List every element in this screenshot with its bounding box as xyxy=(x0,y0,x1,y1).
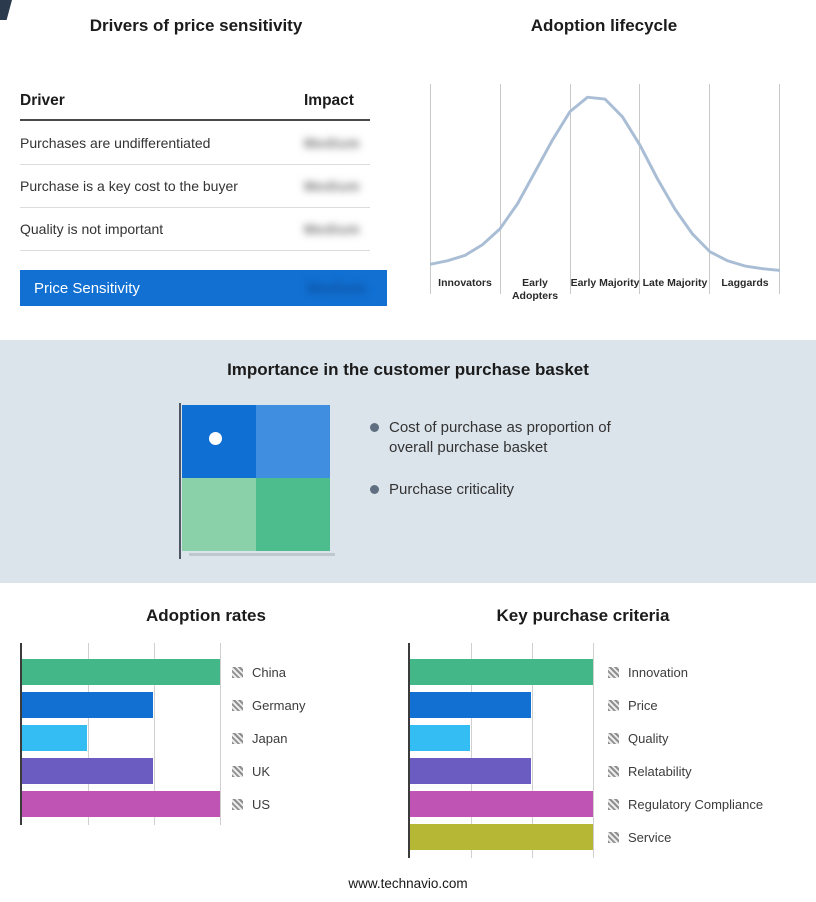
purchase-basket-section: Importance in the customer purchase bask… xyxy=(0,340,816,583)
page-corner-mark xyxy=(0,0,12,20)
legend-swatch-icon xyxy=(232,765,243,777)
bullet-item: Purchase criticality xyxy=(370,480,626,500)
bar-relatability xyxy=(410,758,531,784)
legend-item: Innovation xyxy=(608,659,763,685)
driver-column-header: Driver xyxy=(20,92,65,109)
drivers-table-header: Driver Impact xyxy=(20,92,370,121)
basket-bullet-list: Cost of purchase as proportion of overal… xyxy=(370,418,626,521)
legend-item: China xyxy=(232,659,305,685)
adoption-rates-title: Adoption rates xyxy=(146,606,266,625)
lifecycle-chart xyxy=(430,84,780,294)
impact-value-redacted: Medium xyxy=(304,178,360,194)
bar-germany xyxy=(22,692,153,718)
legend-item: Relatability xyxy=(608,758,763,784)
legend-label: China xyxy=(252,664,286,680)
quadrant-bottom-right xyxy=(256,478,330,551)
quadrant-shadow xyxy=(189,553,335,556)
grid-line xyxy=(531,643,533,858)
impact-value-redacted: Medium xyxy=(304,135,360,151)
driver-label: Quality is not important xyxy=(20,221,164,237)
key-purchase-criteria-title: Key purchase criteria xyxy=(496,606,670,625)
lifecycle-title: Adoption lifecycle xyxy=(530,16,678,35)
lifecycle-gridlines xyxy=(430,84,780,294)
adoption-rates-plot xyxy=(20,643,221,825)
price-sensitivity-label: Price Sensitivity xyxy=(34,279,140,297)
grid-line xyxy=(153,643,155,825)
legend-label: Innovation xyxy=(628,664,688,680)
legend-swatch-icon xyxy=(608,765,619,777)
legend-label: Regulatory Compliance xyxy=(628,796,764,812)
quadrant-top-right xyxy=(256,405,330,478)
bar-service xyxy=(410,824,593,850)
bar-china xyxy=(22,659,220,685)
legend-item: Quality xyxy=(608,725,763,751)
legend-label: Service xyxy=(628,829,672,845)
legend-swatch-icon xyxy=(232,699,243,711)
key-purchase-criteria-legend: Innovation Price Quality Relatability Re… xyxy=(608,643,763,857)
legend-item: Price xyxy=(608,692,763,718)
impact-value-redacted: Medium xyxy=(307,279,367,297)
quadrant-y-axis xyxy=(179,403,181,559)
price-sensitivity-summary-row: Price Sensitivity Medium xyxy=(20,270,387,306)
legend-swatch-icon xyxy=(608,666,619,678)
basket-title: Importance in the customer purchase bask… xyxy=(227,360,589,379)
grid-line xyxy=(219,643,221,825)
legend-label: Germany xyxy=(252,697,306,713)
grid-line xyxy=(470,643,472,858)
legend-label: Japan xyxy=(252,730,288,746)
legend-item: Germany xyxy=(232,692,305,718)
bar-japan xyxy=(22,725,88,751)
adoption-rates-legend: China Germany Japan UK US xyxy=(232,643,305,824)
quadrant-top-left xyxy=(182,405,256,478)
driver-label: Purchase is a key cost to the buyer xyxy=(20,178,238,194)
legend-label: UK xyxy=(252,763,271,779)
bar-innovation xyxy=(410,659,593,685)
driver-label: Purchases are undifferentiated xyxy=(20,135,211,151)
stage-label: Innovators xyxy=(438,277,492,289)
lifecycle-stage-labels: Innovators Early Adopters Early Majority… xyxy=(430,277,780,302)
drivers-title: Drivers of price sensitivity xyxy=(89,16,303,35)
legend-item: US xyxy=(232,791,305,817)
legend-item: Service xyxy=(608,824,763,850)
bar-uk xyxy=(22,758,153,784)
legend-swatch-icon xyxy=(232,732,243,744)
stage-label: Laggards xyxy=(721,277,769,289)
legend-label: US xyxy=(252,796,271,812)
legend-swatch-icon xyxy=(232,666,243,678)
bar-price xyxy=(410,692,531,718)
table-row: Purchases are undifferentiated Medium xyxy=(20,122,370,165)
bar-quality xyxy=(410,725,471,751)
lifecycle-curve xyxy=(430,95,780,272)
legend-item: UK xyxy=(232,758,305,784)
grid-line xyxy=(592,643,594,858)
table-row: Quality is not important Medium xyxy=(20,208,370,251)
legend-swatch-icon xyxy=(608,732,619,744)
quadrant-bottom-left xyxy=(182,478,256,551)
legend-swatch-icon xyxy=(232,798,243,810)
legend-swatch-icon xyxy=(608,831,619,843)
table-row: Purchase is a key cost to the buyer Medi… xyxy=(20,165,370,208)
quadrant-marker-dot xyxy=(209,432,222,445)
impact-value-redacted: Medium xyxy=(304,221,360,237)
legend-label: Relatability xyxy=(628,763,692,779)
legend-item: Japan xyxy=(232,725,305,751)
impact-column-header: Impact xyxy=(304,92,354,109)
website-url: www.technavio.com xyxy=(348,876,468,891)
legend-label: Quality xyxy=(628,730,669,746)
bar-us xyxy=(22,791,220,817)
drivers-table: Purchases are undifferentiated Medium Pu… xyxy=(20,122,370,251)
bar-regulatory-compliance xyxy=(410,791,593,817)
stage-label: Early Majority xyxy=(570,277,640,289)
stage-label: Early Adopters xyxy=(511,277,559,302)
legend-swatch-icon xyxy=(608,798,619,810)
stage-label: Late Majority xyxy=(642,277,708,289)
bullet-item: Cost of purchase as proportion of overal… xyxy=(370,418,626,458)
grid-line xyxy=(87,643,89,825)
key-purchase-criteria-plot xyxy=(408,643,594,858)
legend-item: Regulatory Compliance xyxy=(608,791,763,817)
purchase-basket-quadrant xyxy=(182,405,330,551)
legend-label: Price xyxy=(628,697,658,713)
legend-swatch-icon xyxy=(608,699,619,711)
